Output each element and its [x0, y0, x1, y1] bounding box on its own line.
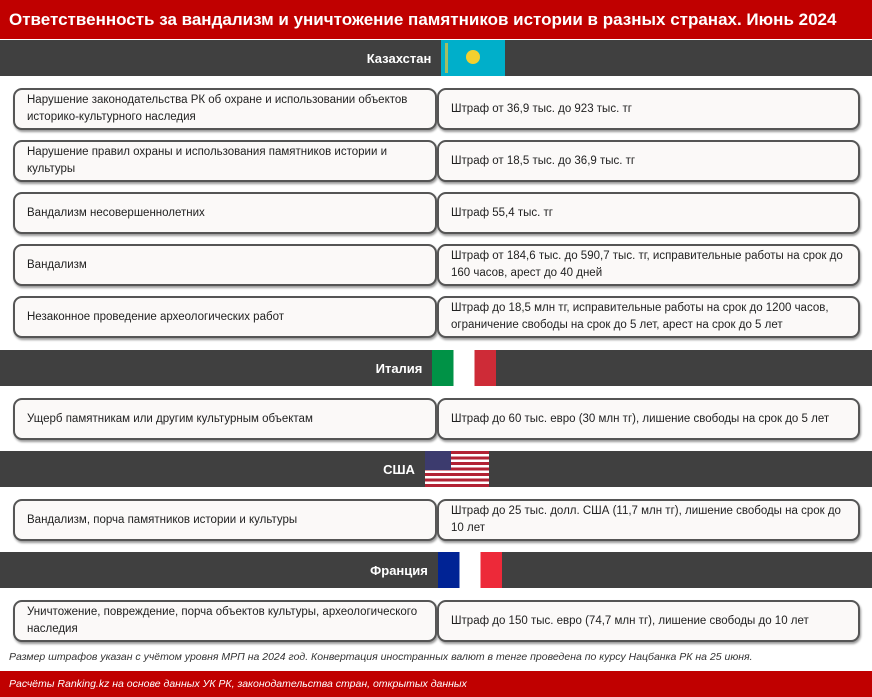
country-name: Франция	[370, 562, 428, 578]
offense-cell: Вандализм, порча памятников истории и ку…	[13, 499, 437, 541]
penalty-cell: Штраф до 60 тыс. евро (30 млн тг), лишен…	[437, 398, 860, 440]
page-title: Ответственность за вандализм и уничтожен…	[0, 0, 872, 39]
table-row: Ущерб памятникам или другим культурным о…	[13, 398, 860, 440]
country-name: США	[383, 461, 415, 477]
section-header-usa: США	[0, 451, 872, 487]
offense-cell: Незаконное проведение археологических ра…	[13, 296, 437, 338]
italy-flag-icon	[432, 350, 497, 386]
section-header-italy: Италия	[0, 350, 872, 386]
penalty-cell: Штраф 55,4 тыс. тг	[437, 192, 860, 234]
table-row: Вандализм несовершеннолетних Штраф 55,4 т…	[13, 192, 860, 234]
usa-flag-icon	[424, 451, 489, 487]
offense-cell: Вандализм несовершеннолетних	[13, 192, 437, 234]
table-row: Вандализм, порча памятников истории и ку…	[13, 499, 860, 541]
section-header-kazakhstan: Казахстан	[0, 40, 872, 76]
offense-cell: Нарушение правил охраны и использования …	[13, 140, 437, 182]
country-name: Италия	[375, 360, 423, 376]
country-name: Казахстан	[366, 50, 432, 66]
table-row: Вандализм Штраф от 184,6 тыс. до 590,7 ты…	[13, 244, 860, 286]
france-flag-icon	[437, 552, 502, 588]
penalty-cell: Штраф от 184,6 тыс. до 590,7 тыс. тг, ис…	[437, 244, 860, 286]
penalty-cell: Штраф до 25 тыс. долл. США (11,7 млн тг)…	[437, 499, 860, 541]
footnote: Размер штрафов указан с учётом уровня МР…	[9, 651, 753, 663]
table-row: Нарушение правил охраны и использования …	[13, 140, 860, 182]
penalty-cell: Штраф от 36,9 тыс. до 923 тыс. тг	[437, 88, 860, 130]
source-footer: Расчёты Ranking.kz на основе данных УК Р…	[0, 671, 872, 697]
section-header-france: Франция	[0, 552, 872, 588]
penalty-cell: Штраф до 150 тыс. евро (74,7 млн тг), ли…	[437, 600, 860, 642]
penalty-cell: Штраф от 18,5 тыс. до 36,9 тыс. тг	[437, 140, 860, 182]
table-row: Нарушение законодательства РК об охране …	[13, 88, 860, 130]
table-row: Незаконное проведение археологических ра…	[13, 296, 860, 338]
penalty-cell: Штраф до 18,5 млн тг, исправительные раб…	[437, 296, 860, 338]
offense-cell: Нарушение законодательства РК об охране …	[13, 88, 437, 130]
offense-cell: Уничтожение, повреждение, порча объектов…	[13, 600, 437, 642]
table-row: Уничтожение, повреждение, порча объектов…	[13, 600, 860, 642]
kazakhstan-flag-icon	[441, 40, 506, 76]
offense-cell: Ущерб памятникам или другим культурным о…	[13, 398, 437, 440]
offense-cell: Вандализм	[13, 244, 437, 286]
